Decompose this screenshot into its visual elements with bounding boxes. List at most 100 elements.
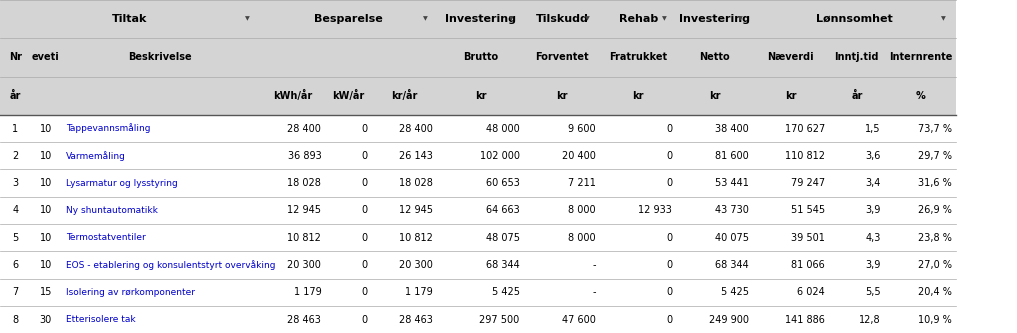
Text: 18 028: 18 028 — [288, 178, 321, 188]
Text: 79 247: 79 247 — [790, 178, 825, 188]
Bar — [0, 169, 956, 197]
Text: Termostatventiler: Termostatventiler — [66, 233, 145, 242]
Text: ▼: ▼ — [245, 17, 249, 22]
Text: 8 000: 8 000 — [569, 205, 596, 215]
Text: 7: 7 — [12, 287, 18, 297]
Text: år: år — [851, 91, 862, 101]
Text: 68 344: 68 344 — [486, 260, 520, 270]
Text: år: år — [9, 91, 21, 101]
Text: 0: 0 — [666, 178, 672, 188]
Text: EOS - etablering og konsulentstyrt overvåking: EOS - etablering og konsulentstyrt overv… — [66, 260, 276, 270]
Text: Isolering av rørkomponenter: Isolering av rørkomponenter — [66, 288, 195, 297]
Text: Etterisolere tak: Etterisolere tak — [66, 315, 135, 324]
Text: 30: 30 — [40, 315, 52, 325]
Text: 12 945: 12 945 — [400, 205, 433, 215]
Text: 73,7 %: 73,7 % — [918, 124, 952, 134]
Text: 8: 8 — [12, 315, 18, 325]
Text: ▼: ▼ — [586, 17, 590, 22]
Text: Brutto: Brutto — [463, 52, 498, 63]
Text: 3,9: 3,9 — [865, 260, 881, 270]
Text: 141 886: 141 886 — [785, 315, 825, 325]
Text: 0: 0 — [666, 233, 672, 243]
Bar — [0, 142, 956, 169]
Text: 51 545: 51 545 — [790, 205, 825, 215]
Text: 2: 2 — [12, 151, 18, 161]
Text: 6 024: 6 024 — [797, 287, 825, 297]
Text: 39 501: 39 501 — [791, 233, 825, 243]
Text: 23,8 %: 23,8 % — [918, 233, 952, 243]
Text: 28 400: 28 400 — [288, 124, 321, 134]
Text: Investering: Investering — [445, 14, 516, 24]
Text: 43 730: 43 730 — [715, 205, 749, 215]
Bar — [0, 197, 956, 224]
Bar — [0, 224, 956, 251]
Bar — [0, 251, 956, 279]
Text: 5,5: 5,5 — [865, 287, 881, 297]
Text: kr: kr — [785, 91, 796, 101]
Text: Inntj.tid: Inntj.tid — [835, 52, 879, 63]
Text: 68 344: 68 344 — [715, 260, 749, 270]
Text: 12 933: 12 933 — [639, 205, 672, 215]
Text: 36 893: 36 893 — [288, 151, 321, 161]
Text: 31,6 %: 31,6 % — [918, 178, 952, 188]
Text: Nr: Nr — [9, 52, 21, 63]
Text: Besparelse: Besparelse — [314, 14, 382, 24]
Text: 29,7 %: 29,7 % — [918, 151, 952, 161]
Text: 28 400: 28 400 — [400, 124, 433, 134]
Text: 0: 0 — [361, 287, 367, 297]
Text: 0: 0 — [361, 151, 367, 161]
Bar — [0, 279, 956, 306]
Text: 10: 10 — [40, 151, 52, 161]
Text: 3: 3 — [12, 178, 18, 188]
Text: 28 463: 28 463 — [288, 315, 321, 325]
Text: 28 463: 28 463 — [400, 315, 433, 325]
Text: 26 143: 26 143 — [400, 151, 433, 161]
Text: 0: 0 — [361, 178, 367, 188]
Bar — [0, 0, 956, 38]
Text: 0: 0 — [361, 205, 367, 215]
Text: 81 600: 81 600 — [715, 151, 749, 161]
Text: 10: 10 — [40, 260, 52, 270]
Text: kr: kr — [556, 91, 567, 101]
Text: 12 945: 12 945 — [288, 205, 321, 215]
Text: Ny shuntautomatikk: Ny shuntautomatikk — [66, 206, 158, 215]
Text: Tiltak: Tiltak — [112, 14, 147, 24]
Text: 3,4: 3,4 — [865, 178, 881, 188]
Text: 0: 0 — [361, 260, 367, 270]
Text: Internrente: Internrente — [889, 52, 952, 63]
Text: 3,6: 3,6 — [865, 151, 881, 161]
Text: 5 425: 5 425 — [491, 287, 520, 297]
Text: 10 812: 10 812 — [288, 233, 321, 243]
Text: 1 179: 1 179 — [406, 287, 433, 297]
Text: 0: 0 — [361, 315, 367, 325]
Text: 170 627: 170 627 — [784, 124, 825, 134]
Text: -: - — [593, 260, 596, 270]
Bar — [0, 77, 956, 115]
Text: 0: 0 — [361, 124, 367, 134]
Text: 10,9 %: 10,9 % — [918, 315, 952, 325]
Text: eveti: eveti — [32, 52, 60, 63]
Text: 10: 10 — [40, 233, 52, 243]
Text: 40 075: 40 075 — [715, 233, 749, 243]
Bar — [0, 306, 956, 333]
Text: -: - — [593, 287, 596, 297]
Text: 0: 0 — [666, 151, 672, 161]
Text: Lysarmatur og lysstyring: Lysarmatur og lysstyring — [66, 178, 178, 188]
Text: 60 653: 60 653 — [486, 178, 520, 188]
Text: 10: 10 — [40, 205, 52, 215]
Text: kr: kr — [709, 91, 720, 101]
Text: 102 000: 102 000 — [480, 151, 520, 161]
Text: Fratrukket: Fratrukket — [609, 52, 667, 63]
Text: 0: 0 — [666, 315, 672, 325]
Text: 47 600: 47 600 — [562, 315, 596, 325]
Text: kr: kr — [633, 91, 644, 101]
Bar — [0, 38, 956, 77]
Text: Beskrivelse: Beskrivelse — [128, 52, 192, 63]
Text: Investering: Investering — [679, 14, 750, 24]
Text: 0: 0 — [666, 260, 672, 270]
Text: Tilskudd: Tilskudd — [536, 14, 588, 24]
Text: kr: kr — [475, 91, 486, 101]
Text: kr/år: kr/år — [392, 90, 417, 101]
Text: 48 075: 48 075 — [486, 233, 520, 243]
Text: 1: 1 — [12, 124, 18, 134]
